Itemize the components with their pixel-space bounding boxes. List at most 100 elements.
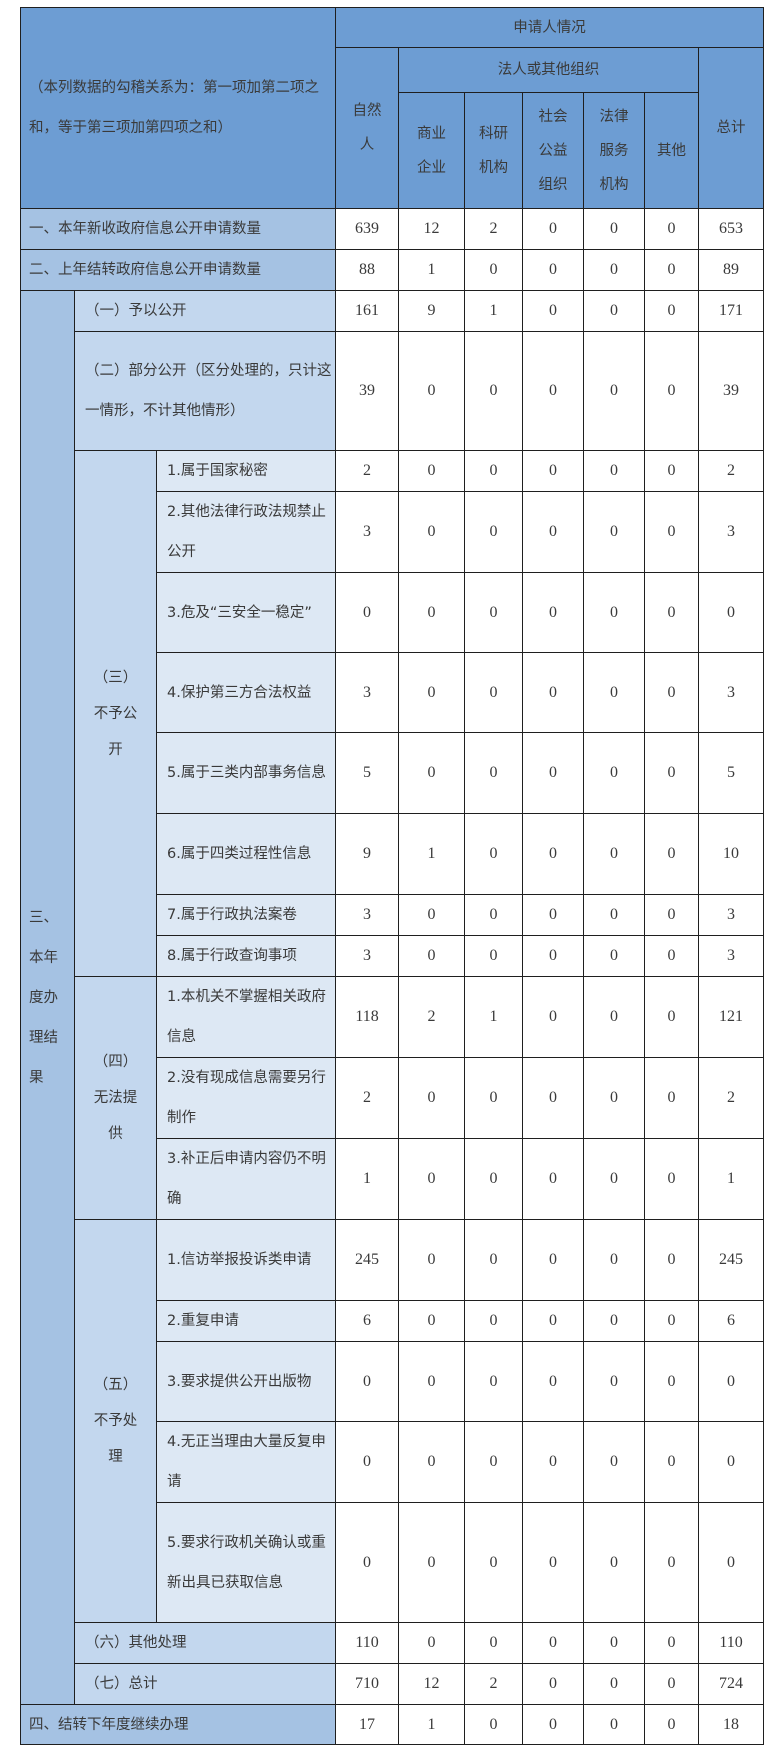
row-value: 0 — [583, 1138, 646, 1220]
row-value: 0 — [398, 1622, 466, 1664]
row-value: 0 — [583, 976, 646, 1058]
row-value: 0 — [398, 1341, 466, 1422]
row-value: 0 — [464, 249, 524, 291]
row-value: 6 — [335, 1300, 400, 1342]
row-total-value: 1 — [698, 1138, 765, 1220]
row-value: 0 — [398, 1421, 466, 1503]
table-row: 二、上年结转政府信息公开申请数量 88 1 0 0 0 0 89 — [19, 249, 765, 291]
row-value: 0 — [398, 450, 466, 492]
row-value: 0 — [583, 813, 646, 895]
table-row: 2.没有现成信息需要另行制作 2 0 0 0 0 0 2 — [21, 1057, 765, 1139]
row-value: 0 — [464, 572, 524, 653]
total-header: 总计 — [698, 47, 765, 209]
row-value: 12 — [398, 1663, 466, 1705]
row-value: 0 — [644, 1219, 700, 1301]
row-value: 0 — [398, 732, 466, 814]
row-value: 0 — [398, 1057, 466, 1139]
row-label: 3.要求提供公开出版物 — [155, 1341, 337, 1422]
row-value: 245 — [335, 1219, 400, 1301]
row-value: 0 — [464, 1622, 524, 1664]
section-3-label: 三、本年度办理结果 — [20, 290, 75, 1705]
row-value: 9 — [335, 813, 400, 895]
row-value: 110 — [335, 1622, 400, 1664]
row-value: 0 — [522, 290, 585, 332]
row-label: 3.补正后申请内容仍不明确 — [155, 1138, 337, 1220]
row-value: 0 — [464, 1138, 524, 1220]
row-value: 0 — [644, 1057, 700, 1139]
row-value: 0 — [644, 1300, 700, 1342]
row-value: 0 — [644, 290, 700, 332]
row-value: 1 — [398, 1704, 466, 1745]
row-value: 0 — [522, 208, 585, 250]
row-value: 0 — [464, 935, 524, 977]
row-value: 0 — [398, 1300, 466, 1342]
row-value: 0 — [335, 572, 400, 653]
table-row: （二）部分公开（区分处理的，只计这一情形，不计其他情形） 39 0 0 0 0 0 39 — [21, 331, 765, 451]
row-value: 1 — [398, 249, 466, 291]
row-total-value: 10 — [698, 813, 765, 895]
table-row: 4.保护第三方合法权益 3 0 0 0 0 0 3 — [21, 652, 765, 733]
row-value: 9 — [398, 290, 466, 332]
row-value: 88 — [335, 249, 400, 291]
row-total-value: 0 — [698, 1341, 765, 1422]
org-type-header: 社会公益组织 — [522, 92, 585, 209]
row-value: 0 — [398, 491, 466, 573]
row-label: （七）总计 — [73, 1663, 337, 1705]
row-value: 0 — [522, 976, 585, 1058]
natural-person-header: 自然人 — [335, 47, 400, 209]
row-value: 0 — [398, 572, 466, 653]
applicant-header: 申请人情况 — [335, 7, 765, 48]
row-value: 1 — [464, 976, 524, 1058]
row-value: 0 — [583, 1219, 646, 1301]
gov-info-disclosure-table: （本列数据的勾稽关系为：第一项加第二项之和，等于第三项加第四项之和） 申请人情况… — [19, 7, 765, 1745]
row-label: 1.信访举报投诉类申请 — [155, 1219, 337, 1301]
row-label: 1.本机关不掌握相关政府信息 — [155, 976, 337, 1058]
row-value: 3 — [335, 652, 400, 733]
row-value: 0 — [583, 572, 646, 653]
row-value: 0 — [522, 935, 585, 977]
org-type-header: 法律服务机构 — [583, 92, 646, 209]
row-value: 0 — [522, 1300, 585, 1342]
row-value: 0 — [522, 1138, 585, 1220]
row-value: 0 — [522, 1057, 585, 1139]
row-value: 2 — [335, 1057, 400, 1139]
row-value: 0 — [464, 652, 524, 733]
row-value: 1 — [335, 1138, 400, 1220]
row-total-value: 3 — [698, 652, 765, 733]
row-label: 2.其他法律行政法规禁止公开 — [155, 491, 337, 573]
row-value: 0 — [583, 1502, 646, 1623]
row-value: 0 — [464, 1057, 524, 1139]
row-total-value: 5 — [698, 732, 765, 814]
row-label: 3.危及“三安全一稳定” — [155, 572, 337, 653]
row-value: 0 — [644, 652, 700, 733]
row-label: 8.属于行政查询事项 — [155, 935, 337, 977]
row-value: 0 — [644, 450, 700, 492]
row-value: 0 — [644, 572, 700, 653]
row-value: 0 — [335, 1341, 400, 1422]
row-value: 0 — [522, 1341, 585, 1422]
row-value: 0 — [644, 1138, 700, 1220]
row-total-value: 3 — [698, 491, 765, 573]
row-value: 0 — [644, 1502, 700, 1623]
row-value: 0 — [398, 1219, 466, 1301]
row-label: 4.保护第三方合法权益 — [155, 652, 337, 733]
row-value: 0 — [522, 1704, 585, 1745]
row-value: 0 — [644, 894, 700, 936]
row-label: 6.属于四类过程性信息 — [155, 813, 337, 895]
row-value: 0 — [644, 1421, 700, 1503]
row-total-value: 245 — [698, 1219, 765, 1301]
row-label: （六）其他处理 — [73, 1622, 337, 1664]
row-value: 0 — [464, 331, 524, 451]
row-value: 0 — [522, 450, 585, 492]
row-value: 0 — [583, 249, 646, 291]
row-value: 0 — [464, 450, 524, 492]
row-label: 4.无正当理由大量反复申请 — [155, 1421, 337, 1503]
table-row: 2.其他法律行政法规禁止公开 3 0 0 0 0 0 3 — [21, 491, 765, 573]
row-value: 0 — [644, 331, 700, 451]
table-row: 5.属于三类内部事务信息 5 0 0 0 0 0 5 — [21, 732, 765, 814]
row-value: 0 — [644, 976, 700, 1058]
row-label: 一、本年新收政府信息公开申请数量 — [19, 208, 337, 250]
row-value: 0 — [644, 1622, 700, 1664]
table-row: （五）不予处理 1.信访举报投诉类申请 245 0 0 0 0 0 245 — [21, 1219, 765, 1623]
row-value: 0 — [644, 1341, 700, 1422]
